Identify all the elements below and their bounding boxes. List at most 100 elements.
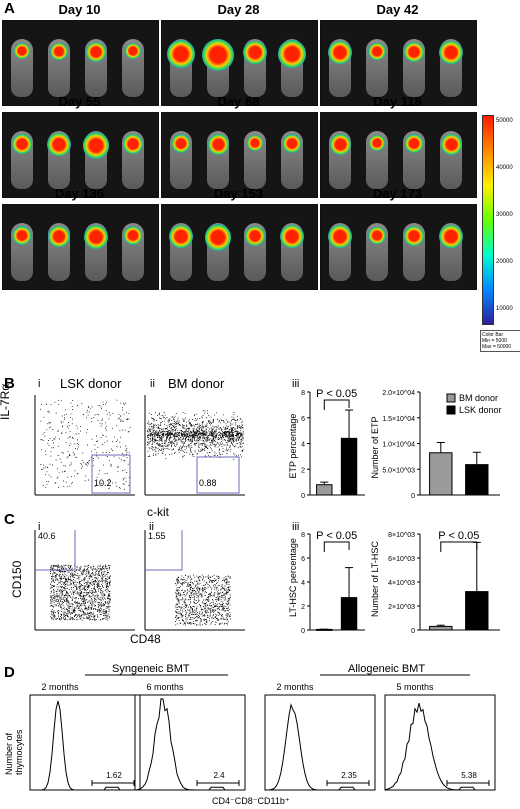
panel-c-sub-ii: ii [149, 521, 154, 533]
panel-d-letter: D [4, 664, 15, 681]
day-label: Day 10 [58, 2, 101, 17]
lt-hsc-percentage-chart-tick-label: 4 [301, 580, 305, 587]
panel-a-letter: A [4, 0, 15, 17]
histogram-gate-value: 1.62 [106, 771, 122, 780]
etp-percentage-chart-tick-label: 8 [301, 390, 305, 397]
luminescence-signal [278, 40, 306, 68]
histogram-gate-value: 5.38 [461, 771, 477, 780]
etp-number-chart-tick-label: 1.5×10^04 [382, 416, 415, 423]
luminescence-signal [368, 226, 386, 245]
histogram-curve [265, 703, 375, 791]
luminescence-signal [167, 40, 195, 68]
luminescence-signal [86, 42, 106, 62]
luminescence-signal [328, 225, 352, 249]
lt-hsc-number-chart-tick-label: 4×10^03 [388, 580, 415, 587]
bioluminescence-image-tile [2, 112, 159, 198]
etp-percentage-chart-tick-label: 0 [301, 493, 305, 500]
etp-percentage-chart-tick-label: 6 [301, 416, 305, 423]
legend-swatch-bm [446, 393, 456, 403]
etp-number-chart-tick-label: 2.0×10^04 [382, 390, 415, 397]
histogram-gate [196, 780, 240, 786]
lt-hsc-percentage-chart-tick-label: 8 [301, 532, 305, 539]
luminescence-signal [403, 41, 425, 63]
lt-hsc-number-chart-tick-label: 8×10^03 [388, 532, 415, 539]
panel-b-sub-iii: iii [292, 378, 300, 390]
lt-hsc-percentage-chart-ylabel: LT-HSC percentage [288, 538, 298, 617]
luminescence-signal [328, 41, 352, 65]
panel-b-sub-i: i [38, 378, 41, 390]
bioluminescence-image-tile [320, 112, 477, 198]
lt-hsc-number-chart-tick-label: 2×10^03 [388, 604, 415, 611]
luminescence-signal [83, 224, 109, 250]
etp-number-chart-bar [429, 452, 453, 496]
etp-percentage-chart-bar [316, 484, 333, 496]
luminescence-signal [246, 134, 264, 152]
panel-b-title-bm: BM donor [168, 376, 225, 391]
etp-percentage-chart-tick-label: 4 [301, 442, 305, 449]
panel-c-sub-iii: iii [292, 521, 300, 533]
luminescence-signal [169, 225, 193, 249]
lt-hsc-number-chart-significance-bracket [440, 541, 478, 552]
luminescence-color-bar [482, 115, 494, 325]
luminescence-signal [403, 225, 425, 247]
gate-value-c-i: 40.6 [38, 531, 56, 541]
luminescence-signal [439, 41, 463, 65]
day-label: Day 173 [372, 186, 423, 201]
luminescence-signal [202, 39, 234, 71]
day-label: Day 118 [373, 94, 422, 109]
gate-lt-hsc-ii [145, 530, 183, 571]
day-label: Day 136 [54, 186, 105, 201]
panel-b-letter: B [4, 375, 15, 392]
flow-plot-bm-events [147, 409, 244, 460]
histogram-time-label: 2 months [41, 682, 79, 692]
panel-d-x-axis-label: CD4⁻CD8⁻CD11b⁺ [212, 796, 290, 806]
color-bar-tick: 30000 [496, 212, 513, 218]
histogram-gate [326, 780, 370, 786]
color-bar-tick: 40000 [496, 165, 513, 171]
luminescence-signal [82, 132, 110, 159]
luminescence-signal [368, 42, 386, 61]
gate-etp-bm [196, 456, 240, 494]
luminescence-signal [50, 42, 68, 61]
bioluminescence-image-tile [161, 20, 318, 106]
lt-hsc-number-chart-tick-label: 6×10^03 [388, 556, 415, 563]
gate-value-lsk: 10.2 [94, 478, 112, 488]
histogram-frame [264, 694, 376, 791]
luminescence-signal [204, 224, 232, 251]
histogram-gate-value: 2.35 [341, 771, 357, 780]
bioluminescence-image-tile [2, 204, 159, 290]
luminescence-signal [123, 226, 143, 245]
etp-percentage-chart-pvalue: P < 0.05 [316, 388, 357, 400]
luminescence-signal [48, 225, 70, 248]
histogram-time-label: 6 months [146, 682, 184, 692]
luminescence-signal [12, 226, 32, 245]
etp-percentage-chart-bar [340, 437, 358, 496]
color-bar-max: Max = 50000 [482, 344, 512, 350]
color-bar-title: Color Bar [482, 332, 504, 338]
lt-hsc-percentage-chart-bar [340, 597, 358, 631]
etp-percentage-chart-ylabel: ETP percentage [288, 414, 298, 479]
day-label: Day 153 [213, 186, 264, 201]
color-bar-tick: 20000 [496, 259, 513, 265]
color-bar-min: Min = 5000 [482, 338, 507, 344]
lt-hsc-percentage-chart-tick-label: 2 [301, 604, 305, 611]
luminescence-signal [440, 133, 462, 155]
luminescence-signal [123, 134, 143, 154]
bioluminescence-image-tile [161, 204, 318, 290]
panel-b-title-lsk: LSK donor [60, 376, 122, 391]
panel-b-sub-ii: ii [150, 378, 155, 390]
flow-plot-lsk-events [40, 399, 131, 490]
bioluminescence-image-tile [320, 20, 477, 106]
bioluminescence-image-tile [320, 204, 477, 290]
histogram-frame [134, 694, 246, 791]
day-label: Day 88 [217, 94, 260, 109]
histogram-gate [91, 780, 135, 786]
legend-label-bm: BM donor [459, 393, 498, 403]
histogram-time-label: 5 months [396, 682, 434, 692]
gate-lt-hsc-i [35, 530, 76, 571]
gate-etp-lsk [91, 454, 131, 494]
lt-hsc-number-chart-tick-label: 0 [411, 628, 415, 635]
luminescence-signal [207, 133, 229, 155]
histogram-frame [29, 694, 141, 791]
luminescence-signal [243, 41, 267, 65]
